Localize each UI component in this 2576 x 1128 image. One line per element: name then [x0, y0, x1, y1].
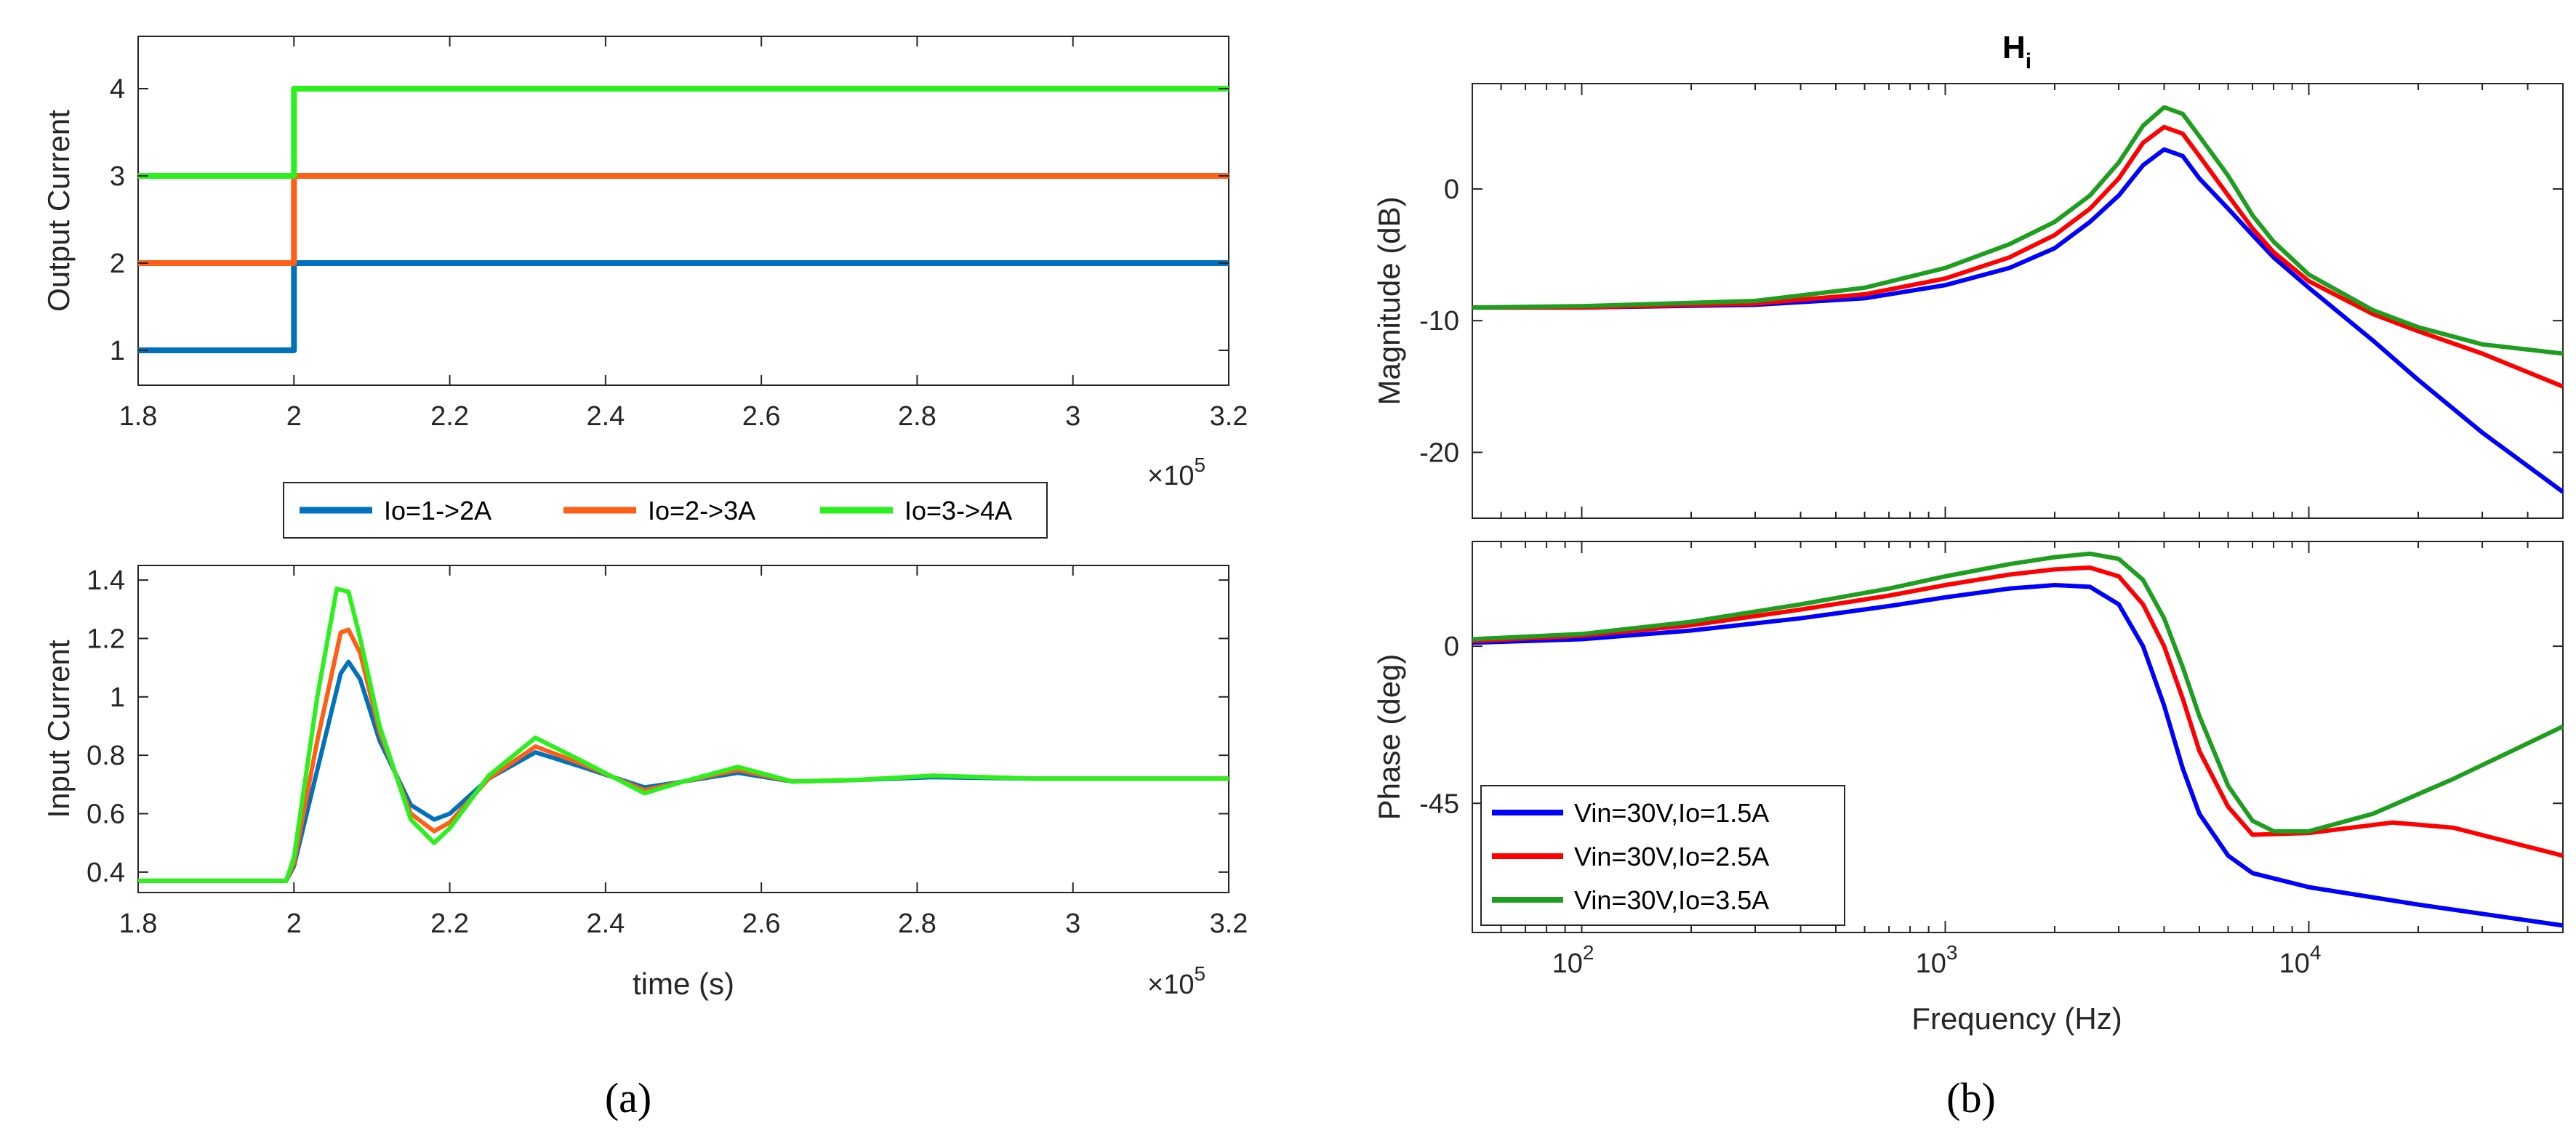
plot-area-output-current — [137, 36, 1229, 386]
x-tick-label: 2 — [286, 401, 302, 432]
y-axis-label-input-current: Input Current — [41, 640, 76, 818]
x-multiplier-input-current: ×105 — [1147, 962, 1205, 1000]
x-tick-label: 1.8 — [119, 909, 158, 939]
x-tick-label: 104 — [2279, 941, 2322, 979]
series-line-vin-30v-io-3-5a — [1472, 551, 2564, 834]
x-tick-label: 2.6 — [742, 401, 781, 432]
y-tick-label: 1 — [110, 682, 125, 713]
x-tick-label: 2.8 — [898, 909, 936, 939]
legend-label-io3-5a: Vin=30V,Io=3.5A — [1574, 885, 1769, 915]
series-line-io-1-2a — [138, 260, 1229, 353]
y-tick-label: 4 — [110, 74, 125, 105]
y-ticks-phase: 0 -45 — [1419, 632, 2563, 819]
x-tick-label: 2.8 — [898, 401, 936, 432]
series-line-vin-30v-io-3-5a — [1472, 105, 2564, 356]
series-layer-magnitude — [1472, 105, 2564, 494]
x-tick-label: 3 — [1065, 909, 1080, 939]
series-layer-input-current — [138, 587, 1229, 883]
y-axis-label-magnitude: Magnitude (dB) — [1372, 196, 1406, 405]
y-ticks-magnitude: 0 -10 -20 — [1419, 174, 2563, 468]
caption-b: (b) — [1946, 1074, 1996, 1121]
y-ticks-output-current: 1 2 3 4 — [110, 74, 1229, 366]
chart-phase: 102 103 104 0 -45 Phase (deg) Frequency (Hz… — [1372, 541, 2564, 1036]
series-line-vin-30v-io-1-5a — [1472, 583, 2564, 928]
y-tick-label: 1.2 — [87, 624, 125, 654]
x-tick-label: 102 — [1552, 941, 1594, 979]
x-tick-label: 2.6 — [742, 909, 781, 939]
legend-box-a — [283, 482, 1048, 539]
bode-title: Hi — [2002, 30, 2031, 73]
x-tick-label: 2.4 — [586, 909, 625, 939]
plot-area-magnitude — [1472, 83, 2564, 519]
series-line-io-3-4a — [138, 86, 1229, 179]
chart-input-current: 1.8 2 2.2 2.4 2.6 2.8 3 3.2 0.4 0.6 0.8 1 1.2 1.4 In… — [41, 482, 1248, 1001]
series-line-vin-30v-io-2-5a — [1472, 124, 2564, 389]
y-tick-label: 0.8 — [87, 741, 125, 771]
series-layer-output-current — [138, 86, 1229, 353]
legend-label-io2-5a: Vin=30V,Io=2.5A — [1574, 842, 1769, 871]
y-tick-label: 0.6 — [87, 799, 125, 830]
chart-output-current: 1.8 2 2.2 2.4 2.6 2.8 3 3.2 1 2 3 4 Output Current… — [41, 36, 1248, 491]
y-tick-label: 1.4 — [87, 565, 125, 596]
series-line-io-3-4a — [138, 587, 1229, 883]
y-tick-label: 2 — [110, 249, 125, 279]
legend-label-io2-3a: Io=2->3A — [648, 496, 755, 525]
x-axis-label-time: time (s) — [633, 967, 734, 1001]
x-axis-label-frequency: Frequency (Hz) — [1911, 1002, 2122, 1036]
x-tick-label: 2.2 — [430, 401, 469, 432]
x-tick-label: 2 — [286, 909, 302, 939]
x-tick-label: 3.2 — [1210, 401, 1248, 432]
series-line-io-2-3a — [138, 173, 1229, 266]
x-tick-label: 3 — [1065, 401, 1080, 432]
legend-output-input-current: Io=1->2A Io=2->3A Io=3->4A — [283, 482, 1048, 539]
y-tick-label: -45 — [1419, 789, 1459, 819]
y-tick-label: 1 — [110, 336, 125, 366]
y-tick-label: -20 — [1419, 438, 1459, 468]
x-ticks-phase: 102 103 104 — [1472, 541, 2564, 979]
caption-a: (a) — [605, 1074, 651, 1121]
y-tick-label: 0 — [1444, 174, 1459, 205]
y-ticks-input-current: 0.4 0.6 0.8 1 1.2 1.4 — [87, 565, 1229, 888]
legend-bode: Vin=30V,Io=1.5A Vin=30V,Io=2.5A Vin=30V,… — [1480, 785, 1845, 926]
x-tick-label: 2.2 — [430, 909, 469, 939]
legend-label-io3-4a: Io=3->4A — [904, 496, 1012, 525]
plot-area-input-current — [137, 565, 1229, 893]
x-multiplier-output-current: ×105 — [1147, 454, 1205, 491]
legend-label-io1-5a: Vin=30V,Io=1.5A — [1574, 798, 1769, 828]
legend-label-io1-2a: Io=1->2A — [384, 496, 491, 525]
x-ticks-input-current: 1.8 2 2.2 2.4 2.6 2.8 3 3.2 — [119, 565, 1248, 939]
x-tick-label: 2.4 — [586, 401, 625, 432]
chart-magnitude: 0 -10 -20 Magnitude (dB) — [1372, 83, 2564, 519]
series-layer-phase — [1472, 551, 2564, 928]
y-tick-label: -10 — [1419, 306, 1459, 337]
y-tick-label: 0 — [1444, 632, 1459, 662]
series-line-vin-30v-io-1-5a — [1472, 147, 2564, 494]
y-tick-label: 0.4 — [87, 858, 125, 888]
x-tick-label: 1.8 — [119, 401, 158, 432]
x-tick-label: 3.2 — [1210, 909, 1248, 939]
x-ticks-magnitude — [1472, 84, 2564, 518]
x-ticks-output-current: 1.8 2 2.2 2.4 2.6 2.8 3 3.2 — [119, 36, 1248, 432]
y-axis-label-output-current: Output Current — [41, 110, 76, 312]
y-tick-label: 3 — [110, 161, 125, 192]
x-tick-label: 103 — [1916, 941, 1958, 979]
y-axis-label-phase: Phase (deg) — [1372, 654, 1406, 821]
